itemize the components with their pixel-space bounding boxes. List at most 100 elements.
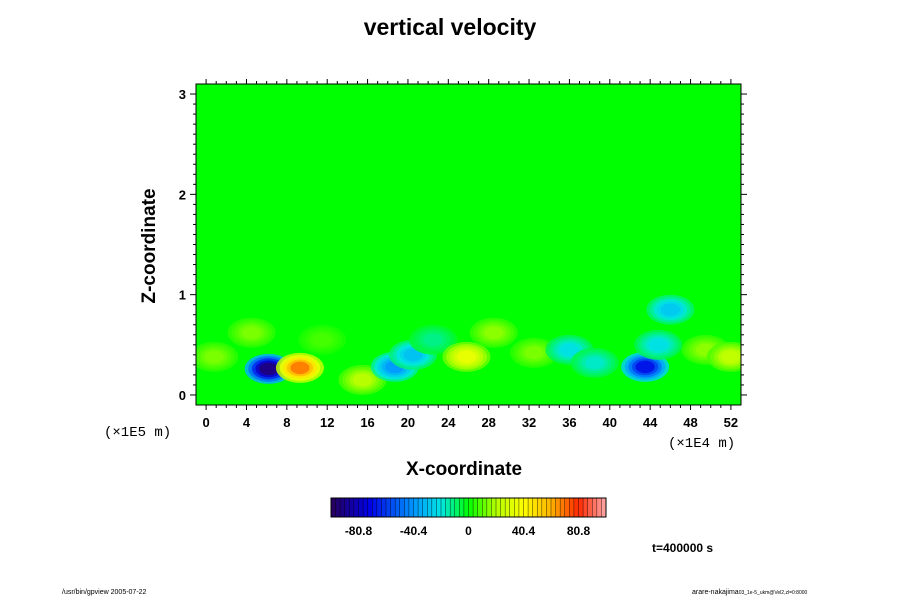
heatmap-cell-3-4 — [241, 326, 262, 339]
colorbar-tick-label-1: -40.4 — [400, 524, 428, 538]
y-tick-label-3: 3 — [179, 87, 186, 102]
colorbar-segment-16 — [404, 498, 410, 517]
heatmap-cell-18-4 — [721, 350, 741, 364]
x-tick-label-13: 52 — [724, 415, 738, 430]
colorbar-segment-12 — [386, 498, 391, 517]
colorbar-segment-9 — [372, 498, 378, 517]
x-tick-label-9: 36 — [562, 415, 576, 430]
colorbar-segment-6 — [358, 498, 364, 517]
heatmap-field — [196, 84, 741, 405]
colorbar-segment-46 — [541, 498, 547, 517]
footer-right: arare-nakajima03_1e-5_ukm@Vel2,zl=0:8000 — [692, 589, 807, 596]
colorbar-segment-58 — [596, 498, 602, 517]
colorbar-segment-2 — [340, 498, 346, 517]
heatmap-cell-15-4 — [648, 338, 668, 352]
x-tick-label-11: 44 — [643, 415, 658, 430]
colorbar-segment-8 — [367, 498, 373, 517]
heatmap-cell-14-4 — [635, 360, 655, 374]
colorbar-segment-10 — [376, 498, 382, 517]
colorbar-segment-57 — [592, 498, 598, 517]
colorbar-segment-35 — [491, 498, 497, 517]
colorbar-segment-15 — [399, 498, 405, 517]
x-tick-label-7: 28 — [481, 415, 495, 430]
colorbar-segment-29 — [463, 498, 469, 517]
colorbar-segment-18 — [413, 498, 419, 517]
heatmap-cell-4-4 — [312, 333, 332, 346]
colorbar-segment-53 — [573, 498, 579, 517]
x-tick-label-5: 20 — [401, 415, 415, 430]
colorbar-segment-45 — [537, 498, 543, 517]
x-tick-label-12: 48 — [683, 415, 697, 430]
colorbar-segment-39 — [509, 498, 515, 517]
colorbar-segment-55 — [583, 498, 589, 517]
chart-title: vertical velocity — [363, 14, 537, 40]
heatmap-cell-5-4 — [352, 373, 373, 387]
heatmap-cell-7-4 — [403, 348, 423, 362]
heatmap-cell-11-4 — [524, 346, 544, 360]
footer-left: /usr/bin/gpview 2005-07-22 — [62, 589, 147, 596]
time-label: t=400000 s — [652, 541, 714, 555]
colorbar-segment-49 — [555, 498, 561, 517]
colorbar-segment-14 — [395, 498, 401, 517]
x-axis-label: X-coordinate — [406, 459, 523, 480]
colorbar-segment-27 — [454, 498, 460, 517]
x-tick-label-10: 40 — [603, 415, 617, 430]
x-tick-label-6: 24 — [441, 415, 456, 430]
heatmap-cell-8-4 — [423, 333, 443, 346]
heatmap-cell-16-4 — [660, 303, 680, 316]
colorbar-segment-34 — [486, 498, 492, 517]
colorbar-segment-20 — [422, 498, 428, 517]
x-tick-label-3: 12 — [320, 415, 334, 430]
colorbar-segment-17 — [408, 498, 414, 517]
colorbar-segment-50 — [560, 498, 566, 517]
heatmap-cell-12-4 — [559, 343, 580, 357]
x-tick-label-2: 8 — [283, 415, 290, 430]
colorbar-segment-59 — [601, 498, 607, 517]
x-tick-label-4: 16 — [360, 415, 374, 430]
colorbar-segment-48 — [551, 498, 556, 517]
colorbar-segment-25 — [445, 498, 451, 517]
colorbar-tick-label-4: 80.8 — [567, 524, 591, 538]
colorbar-segment-21 — [427, 498, 433, 517]
colorbar-frame — [330, 497, 607, 518]
colorbar-segment-4 — [349, 498, 355, 517]
colorbar-segment-38 — [505, 498, 511, 517]
colorbar-segment-7 — [363, 498, 369, 517]
colorbar-tick-label-2: 0 — [465, 524, 472, 538]
y-axis-label: Z-coordinate — [139, 188, 160, 304]
colorbar-segment-43 — [528, 498, 534, 517]
colorbar-segment-5 — [353, 498, 359, 517]
heatmap-cell-13-4 — [585, 356, 605, 370]
colorbar-segment-31 — [473, 498, 479, 517]
colorbar-segment-26 — [450, 498, 456, 517]
colorbar-segment-40 — [514, 498, 520, 517]
footer-right-main: arare-nakajima — [692, 589, 739, 596]
x-tick-label-0: 0 — [202, 415, 209, 430]
y-tick-label-0: 0 — [179, 388, 186, 403]
colorbar-segment-37 — [500, 498, 506, 517]
colorbar-tick-label-0: -80.8 — [345, 524, 373, 538]
colorbar-segment-44 — [532, 498, 538, 517]
heatmap-cell-9-4 — [456, 350, 477, 364]
y-tick-label-2: 2 — [179, 187, 186, 202]
colorbar-segment-47 — [546, 498, 552, 517]
y-axis-unit: (×1E5 m) — [104, 425, 172, 441]
colorbar-segment-1 — [335, 498, 341, 517]
heatmap-cell-1-4 — [259, 362, 279, 376]
colorbar-segment-36 — [496, 498, 501, 517]
colorbar-segment-0 — [331, 498, 336, 517]
colorbar-segment-22 — [431, 498, 437, 517]
y-tick-label-1: 1 — [179, 288, 186, 303]
colorbar: -80.8 -40.4 0 40.4 80.8 — [330, 497, 607, 538]
colorbar-segment-33 — [482, 498, 488, 517]
colorbar-segment-28 — [459, 498, 465, 517]
heatmap-cell-10-4 — [484, 326, 504, 339]
x-tick-label-1: 4 — [243, 415, 251, 430]
colorbar-segment-41 — [518, 498, 524, 517]
colorbar-tick-label-3: 40.4 — [512, 524, 536, 538]
colorbar-segment-23 — [436, 498, 442, 517]
colorbar-segment-32 — [477, 498, 483, 517]
colorbar-segment-13 — [390, 498, 396, 517]
